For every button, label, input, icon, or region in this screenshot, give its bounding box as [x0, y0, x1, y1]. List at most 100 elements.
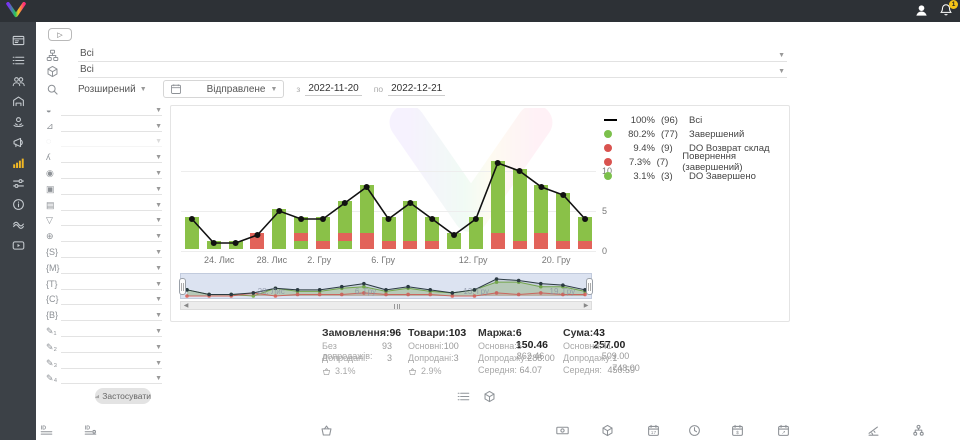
stacked-bar[interactable]: [250, 233, 265, 249]
sidebar-item-dashboard[interactable]: [0, 30, 36, 51]
report-by-products-toggle[interactable]: [483, 390, 496, 403]
stacked-bar[interactable]: [272, 209, 287, 249]
custom1-filter-icon: ✎₁: [46, 325, 57, 336]
apply-button[interactable]: Застосувати: [95, 388, 151, 404]
sidebar-item-orders[interactable]: [0, 51, 36, 72]
stacked-bar[interactable]: [447, 233, 462, 249]
navigator-left-handle[interactable]: [179, 278, 186, 295]
play-tour-button[interactable]: ▷: [48, 28, 72, 41]
custom4-filter[interactable]: ✎₄ ▼: [46, 369, 162, 385]
legend-item[interactable]: 100% (96) Всі: [604, 113, 789, 127]
sidebar-item-warehouse[interactable]: [0, 92, 36, 113]
basket-icon[interactable]: [320, 424, 334, 438]
date-to-label: по: [373, 84, 384, 94]
stacked-bar[interactable]: [556, 193, 571, 249]
sidebar-item-settings[interactable]: [0, 174, 36, 195]
stacked-bar[interactable]: [228, 241, 243, 249]
time-icon[interactable]: [688, 424, 702, 438]
b-tag-filter[interactable]: {B} ▼: [46, 305, 162, 322]
stacked-bar[interactable]: [315, 217, 330, 249]
stacked-bar[interactable]: [381, 217, 396, 249]
stat-sub-row: Допродажу: 288.00: [478, 353, 555, 363]
scroll-left-icon[interactable]: ◀: [183, 302, 189, 309]
package-icon[interactable]: [601, 424, 615, 438]
calendar-export-icon[interactable]: ↗: [777, 424, 791, 438]
app-logo-icon[interactable]: [5, 2, 27, 18]
custom2-filter[interactable]: ✎₂ ▼: [46, 337, 162, 353]
c-tag-filter[interactable]: {C} ▼: [46, 290, 162, 306]
navigator-tick-label: 28. Лис: [257, 287, 285, 296]
card-icon: [12, 34, 25, 47]
sidebar-item-video[interactable]: [0, 235, 36, 256]
sidebar-item-info[interactable]: [0, 194, 36, 215]
legend-pct: 9.4%: [633, 142, 655, 154]
stat-sub-row: Основні: 100: [408, 341, 459, 351]
chevron-down-icon: ▼: [155, 375, 162, 383]
chart-navigator[interactable]: 28. Лис 6. Гру 13. Гру 19. Гру: [179, 273, 593, 299]
stacked-bar[interactable]: [294, 217, 309, 249]
sidebar-item-integrations[interactable]: [0, 215, 36, 236]
b-tag-filter-icon: {B}: [46, 310, 59, 321]
sales-funnel-select[interactable]: Всі ▼: [78, 48, 787, 62]
custom3-filter[interactable]: ✎₃ ▼: [46, 353, 162, 369]
navigator-scrollbar[interactable]: ◀ ▶: [180, 301, 592, 310]
stacked-bar[interactable]: [490, 161, 505, 249]
scrollbar-grip[interactable]: [379, 303, 415, 310]
chevron-down-icon: ▼: [155, 296, 162, 304]
date-to-input[interactable]: 2022-12-21: [388, 83, 446, 96]
notifications-bell-icon[interactable]: 1: [939, 0, 958, 18]
report-by-orders-toggle[interactable]: [457, 390, 470, 403]
payment-filter[interactable]: ▤ ▼: [46, 195, 162, 211]
filter-panel: ◒ ▼ ⊿ ▼ ◌ ▼ ʎ ▼ ◉ ▼ ▣ ▼ ▤ ▼ ▽ ▼ ⊕ ▼ {S} ▼ {M} ▼ {T}…: [46, 100, 162, 385]
payment-banknote-icon[interactable]: [556, 424, 570, 438]
level-filter[interactable]: ⊿ ▼: [46, 116, 162, 132]
globe-dark-filter[interactable]: ◒ ▼: [46, 100, 162, 116]
stacked-bar[interactable]: [359, 185, 374, 249]
package-icon: [46, 65, 60, 78]
stacked-bar[interactable]: [337, 201, 352, 249]
order-id-list-icon[interactable]: ID: [40, 424, 54, 438]
megaphone-icon: [12, 136, 25, 149]
m-tag-filter[interactable]: {M} ▼: [46, 258, 162, 274]
hand-icon: [12, 116, 25, 129]
product-select[interactable]: Всі ▼: [78, 64, 787, 78]
org-structure-icon[interactable]: [912, 424, 926, 438]
navigator-right-handle[interactable]: [586, 278, 593, 295]
order-id-link-icon[interactable]: ID: [84, 424, 98, 438]
s-tag-filter[interactable]: {S} ▼: [46, 242, 162, 258]
custom1-filter[interactable]: ✎₁ ▼: [46, 321, 162, 337]
sidebar-item-payments[interactable]: [0, 112, 36, 133]
stacked-bar[interactable]: [534, 185, 549, 249]
stacked-bar[interactable]: [206, 241, 221, 249]
search-mode-select[interactable]: Розширений ▼: [78, 83, 147, 95]
legend-item[interactable]: 9.4% (9) DO Возврат склад: [604, 141, 789, 155]
sidebar-item-analytics[interactable]: [0, 153, 36, 174]
funnel-filter[interactable]: ▽ ▼: [46, 211, 162, 227]
structure-filter[interactable]: ʎ ▼: [46, 147, 162, 164]
package-filter[interactable]: ▣ ▼: [46, 179, 162, 195]
stacked-bar[interactable]: [184, 217, 199, 249]
sidebar-item-marketing[interactable]: [0, 133, 36, 154]
stacked-bar[interactable]: [425, 217, 440, 249]
globe-filter[interactable]: ⊕ ▼: [46, 226, 162, 243]
unavailable-filter[interactable]: ◌ ▼: [46, 132, 162, 148]
date-type-select[interactable]: Відправлене ▼: [162, 80, 285, 98]
chevron-down-icon: ▼: [155, 359, 162, 367]
date-from-input[interactable]: 2022-11-20: [305, 83, 362, 96]
profile-icon[interactable]: [914, 3, 929, 18]
level-icon[interactable]: [867, 424, 881, 438]
sidebar-item-clients[interactable]: [0, 71, 36, 92]
fingerprint-filter[interactable]: ◉ ▼: [46, 163, 162, 179]
chevron-down-icon: ▼: [778, 52, 785, 59]
calendar-date-icon[interactable]: 17: [647, 424, 661, 438]
t-tag-filter[interactable]: {T} ▼: [46, 274, 162, 290]
stacked-bar[interactable]: [403, 201, 418, 249]
stacked-bar[interactable]: [468, 217, 483, 249]
stacked-bar[interactable]: [578, 217, 593, 249]
legend-item[interactable]: 3.1% (3) DO Завершено: [604, 169, 789, 183]
scroll-right-icon[interactable]: ▶: [583, 302, 589, 309]
legend-item[interactable]: 7.3% (7) Повернення (завершений): [604, 151, 789, 173]
calendar-payment-icon[interactable]: $: [731, 424, 745, 438]
legend-item[interactable]: 80.2% (77) Завершений: [604, 127, 789, 141]
stacked-bar[interactable]: [512, 169, 527, 249]
